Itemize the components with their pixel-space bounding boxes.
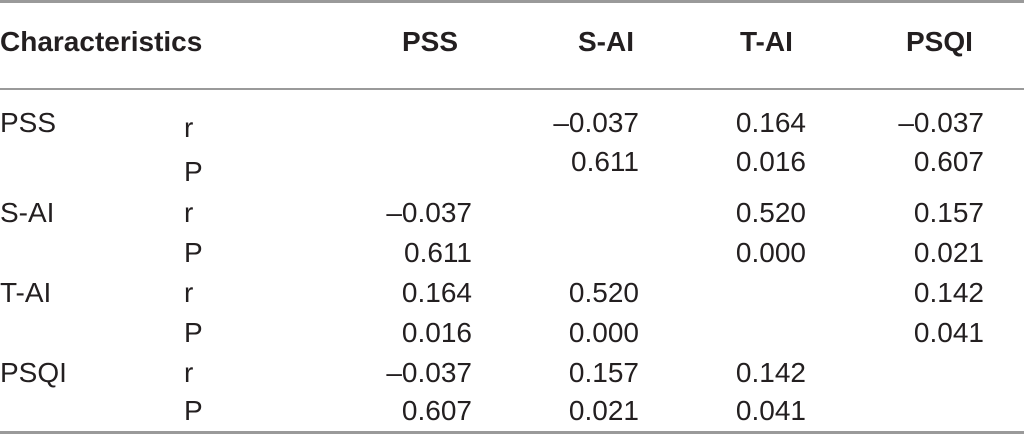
- cell-psqi: 0.142: [913, 277, 984, 308]
- cell-t-ai: 0.142: [735, 357, 806, 388]
- cell-pss: –0.037: [386, 197, 472, 228]
- cell-psqi: –0.037: [898, 107, 984, 138]
- cell-t-ai: 0.041: [735, 395, 806, 426]
- cell-t-ai: 0.000: [735, 237, 806, 268]
- header-s-ai: S-AI: [578, 26, 634, 57]
- row-stat: r: [184, 277, 194, 308]
- table-header-rule: [0, 88, 1024, 90]
- cell-psqi: 0.157: [913, 197, 984, 228]
- cell-s-ai: 0.520: [568, 277, 639, 308]
- cell-t-ai: 0.520: [735, 197, 806, 228]
- cell-psqi: 0.041: [913, 317, 984, 348]
- cell-s-ai: –0.037: [553, 107, 639, 138]
- cell-s-ai: 0.000: [568, 317, 639, 348]
- header-t-ai: T-AI: [740, 26, 793, 57]
- cell-t-ai: 0.016: [735, 146, 806, 177]
- cell-pss: 0.164: [401, 277, 472, 308]
- row-stat: r: [184, 112, 194, 143]
- header-psqi: PSQI: [906, 26, 973, 57]
- header-characteristics: Characteristics: [0, 26, 203, 57]
- cell-pss: –0.037: [386, 357, 472, 388]
- row-label: PSS: [0, 107, 57, 138]
- row-label: S-AI: [0, 197, 55, 228]
- row-stat: r: [184, 357, 194, 388]
- row-label: T-AI: [0, 277, 52, 308]
- cell-s-ai: 0.611: [571, 146, 639, 177]
- row-label: PSQI: [0, 357, 67, 388]
- header-pss: PSS: [402, 26, 459, 57]
- cell-pss: 0.016: [401, 317, 472, 348]
- row-stat: P: [184, 395, 203, 426]
- row-stat: P: [184, 156, 203, 187]
- cell-s-ai: 0.157: [568, 357, 639, 388]
- table-bottom-rule: [0, 431, 1024, 434]
- row-stat: r: [184, 197, 194, 228]
- cell-pss: 0.611: [404, 237, 472, 268]
- row-stat: P: [184, 317, 203, 348]
- cell-t-ai: 0.164: [735, 107, 806, 138]
- cell-psqi: 0.021: [913, 237, 984, 268]
- row-stat: P: [184, 237, 203, 268]
- cell-s-ai: 0.021: [568, 395, 639, 426]
- cell-pss: 0.607: [401, 395, 472, 426]
- table-top-rule: [0, 0, 1024, 3]
- cell-psqi: 0.607: [913, 146, 984, 177]
